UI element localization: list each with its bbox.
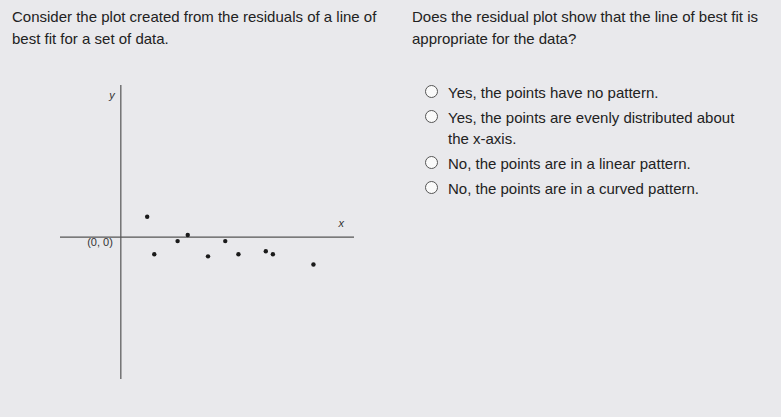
html-text:Does the residual plot show th: Does the residual plot show that the lin… (412, 8, 758, 47)
html-text:No, the points are in a linear: No, the points are in a linear pattern. (448, 155, 691, 172)
html-text:Consider the plot created from: Consider the plot created from the resid… (12, 8, 377, 47)
svg-text:x: x (338, 217, 345, 229)
html-text:Yes, the points are evenly dis: Yes, the points are evenly distributed a… (448, 109, 735, 147)
svg-text:(0, 0): (0, 0) (87, 236, 113, 248)
html-text:No, the points are in a curved: No, the points are in a curved pattern. (448, 180, 699, 197)
svg-text:y: y (108, 89, 116, 101)
html-text:Yes, the points have no patter: Yes, the points have no pattern. (448, 84, 659, 101)
